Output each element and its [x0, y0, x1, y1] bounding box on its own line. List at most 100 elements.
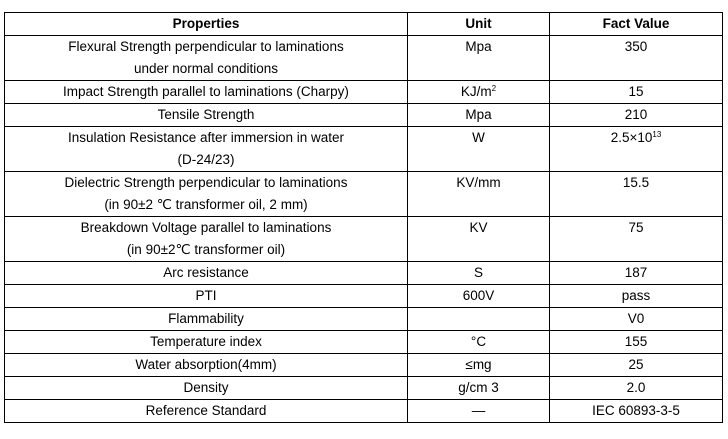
property-cell: Density [4, 376, 408, 400]
table-row: Impact Strength parallel to laminations … [4, 80, 723, 104]
property-cell: Reference Standard [4, 399, 408, 423]
unit-cell: KJ/m2 [407, 80, 550, 104]
unit-cell [407, 307, 550, 331]
property-cell: Arc resistance [4, 261, 408, 285]
property-cell: Temperature index [4, 330, 408, 354]
property-line: Arc resistance [163, 265, 249, 280]
property-line: (D-24/23) [177, 152, 235, 167]
unit-text: °C [470, 334, 487, 349]
property-line: under normal conditions [133, 61, 279, 76]
unit-text: 600V [462, 288, 495, 303]
unit-cell: W [407, 126, 550, 172]
unit-text: Mpa [465, 107, 492, 122]
property-line: Insulation Resistance after immersion in… [67, 130, 345, 145]
fact-value-cell: 210 [549, 103, 723, 127]
unit-superscript: 2 [491, 84, 497, 93]
property-line: PTI [195, 288, 217, 303]
unit-cell: Mpa [407, 103, 550, 127]
unit-cell: — [407, 399, 550, 423]
fact-value-cell: V0 [549, 307, 723, 331]
property-line: Flammability [168, 311, 244, 326]
fact-value-cell: 155 [549, 330, 723, 354]
fact-value-text: 15.5 [622, 175, 650, 190]
property-cell: Flexural Strength perpendicular to lamin… [4, 35, 408, 81]
unit-text: KV/mm [456, 175, 501, 190]
unit-text: S [473, 265, 483, 280]
fact-value-cell: 15.5 [549, 171, 723, 217]
fact-value-cell: pass [549, 284, 723, 308]
fact-value-cell: 15 [549, 80, 723, 104]
unit-text: g/cm 3 [458, 380, 499, 395]
unit-cell: S [407, 261, 550, 285]
property-cell: Breakdown Voltage parallel to lamination… [4, 216, 408, 262]
fact-value-text: 25 [628, 357, 644, 372]
property-cell: Tensile Strength [4, 103, 408, 127]
fact-value-text: 75 [628, 220, 644, 235]
property-line: Density [183, 380, 229, 395]
properties-table: Properties Unit Fact Value Flexural Stre… [4, 12, 723, 423]
unit-cell: Mpa [407, 35, 550, 81]
fact-value-cell: 2.0 [549, 376, 723, 400]
table-body: Flexural Strength perpendicular to lamin… [4, 35, 723, 423]
unit-cell: g/cm 3 [407, 376, 550, 400]
property-cell: Impact Strength parallel to laminations … [4, 80, 408, 104]
table-row: Dielectric Strength perpendicular to lam… [4, 171, 723, 217]
fact-value-text: 15 [628, 84, 644, 99]
property-line: (in 90±2℃ transformer oil) [126, 242, 286, 257]
property-line: Impact Strength parallel to laminations … [63, 84, 349, 99]
property-line: Temperature index [150, 334, 262, 349]
unit-cell: °C [407, 330, 550, 354]
fact-value-cell: 75 [549, 216, 723, 262]
table-row: Arc resistance S 187 [4, 261, 723, 285]
property-cell: Insulation Resistance after immersion in… [4, 126, 408, 172]
table-row: Insulation Resistance after immersion in… [4, 126, 723, 172]
table-row: Water absorption(4mm) ≤mg 25 [4, 353, 723, 377]
property-line: Water absorption(4mm) [135, 357, 277, 372]
table-row: Temperature index °C 155 [4, 330, 723, 354]
fact-value-cell: 187 [549, 261, 723, 285]
table-row: Reference Standard — IEC 60893-3-5 [4, 399, 723, 423]
unit-text: W [472, 130, 485, 145]
fact-value-cell: 2.5×1013 [549, 126, 723, 172]
table-row: Density g/cm 3 2.0 [4, 376, 723, 400]
unit-cell: KV [407, 216, 550, 262]
table-row: Flexural Strength perpendicular to lamin… [4, 35, 723, 81]
table-row: Flammability V0 [4, 307, 723, 331]
property-line: (in 90±2 ℃ transformer oil, 2 mm) [104, 197, 308, 212]
property-cell: PTI [4, 284, 408, 308]
unit-text: — [471, 403, 486, 418]
fact-value-cell: 350 [549, 35, 723, 81]
property-line: Dielectric Strength perpendicular to lam… [64, 175, 348, 190]
fact-value-text: 2.5×10 [610, 130, 653, 145]
unit-cell: 600V [407, 284, 550, 308]
property-cell: Water absorption(4mm) [4, 353, 408, 377]
table-row: PTI 600V pass [4, 284, 723, 308]
fact-value-text: 350 [624, 39, 648, 54]
header-properties: Properties [4, 12, 408, 36]
table-row: Tensile Strength Mpa 210 [4, 103, 723, 127]
header-unit: Unit [407, 12, 550, 36]
property-line: Breakdown Voltage parallel to lamination… [80, 220, 332, 235]
fact-value-text: IEC 60893-3-5 [592, 403, 680, 418]
fact-value-text: 155 [624, 334, 648, 349]
fact-value-text: 2.0 [626, 380, 646, 395]
unit-cell: KV/mm [407, 171, 550, 217]
unit-text: KJ/m [460, 84, 492, 99]
property-cell: Dielectric Strength perpendicular to lam… [4, 171, 408, 217]
header-row: Properties Unit Fact Value [4, 12, 723, 36]
fact-value-cell: 25 [549, 353, 723, 377]
property-cell: Flammability [4, 307, 408, 331]
fact-value-text: 210 [624, 107, 648, 122]
fact-value-text: pass [621, 288, 651, 303]
unit-text: Mpa [465, 39, 492, 54]
header-fact-value: Fact Value [549, 12, 723, 36]
value-superscript: 13 [652, 130, 662, 139]
fact-value-cell: IEC 60893-3-5 [549, 399, 723, 423]
table-row: Breakdown Voltage parallel to lamination… [4, 216, 723, 262]
fact-value-text: 187 [624, 265, 648, 280]
unit-cell: ≤mg [407, 353, 550, 377]
unit-text: KV [469, 220, 488, 235]
unit-text: ≤mg [465, 357, 492, 372]
property-line: Reference Standard [145, 403, 267, 418]
property-line: Flexural Strength perpendicular to lamin… [68, 39, 344, 54]
